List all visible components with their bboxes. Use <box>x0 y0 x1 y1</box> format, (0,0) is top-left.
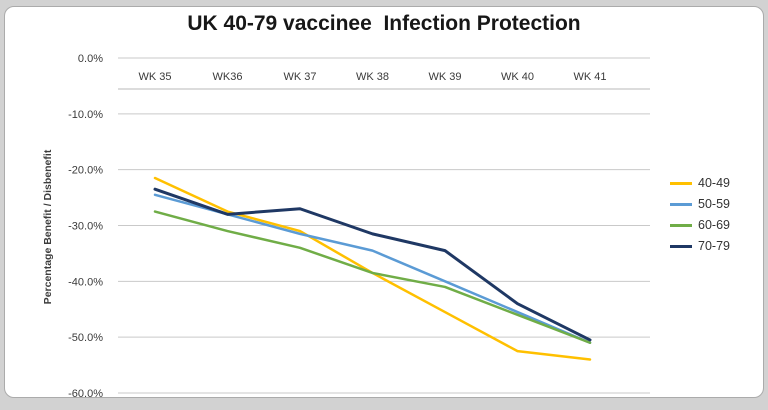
series-line-50-59 <box>153 193 592 344</box>
x-tick-label: WK 41 <box>573 71 606 83</box>
series-line-70-79 <box>153 187 592 342</box>
y-tick-label: -20.0% <box>68 165 103 177</box>
y-tick-label: -40.0% <box>68 276 103 288</box>
y-tick-label: 0.0% <box>78 53 103 65</box>
legend-swatch <box>670 244 692 248</box>
x-tick-label: WK 39 <box>428 71 461 83</box>
legend-swatch <box>670 223 692 227</box>
x-tick-label: WK 37 <box>283 71 316 83</box>
legend-swatch <box>670 181 692 185</box>
legend-item: 40-49 <box>670 176 730 190</box>
chart-title: UK 40-79 vaccinee Infection Protection <box>187 12 581 35</box>
legend-swatch <box>670 202 692 206</box>
series-line-60-69 <box>153 210 592 344</box>
series-line-40-49 <box>153 176 592 361</box>
y-tick-label: -10.0% <box>68 109 103 121</box>
y-tick-label: -50.0% <box>68 332 103 344</box>
x-tick-label: WK 35 <box>138 71 171 83</box>
y-tick-label: -60.0% <box>68 388 103 400</box>
legend-label: 60-69 <box>698 218 730 232</box>
chart-panel <box>4 6 764 398</box>
legend-item: 70-79 <box>670 239 730 253</box>
x-tick-label: WK 38 <box>356 71 389 83</box>
legend-label: 50-59 <box>698 197 730 211</box>
y-tick-label: -30.0% <box>68 221 103 233</box>
legend-item: 60-69 <box>670 218 730 232</box>
x-tick-label: WK 40 <box>501 71 534 83</box>
legend-label: 40-49 <box>698 176 730 190</box>
legend: 40-49 50-59 60-69 70-79 <box>670 176 730 253</box>
x-tick-label: WK36 <box>213 71 243 83</box>
legend-label: 70-79 <box>698 239 730 253</box>
legend-item: 50-59 <box>670 197 730 211</box>
